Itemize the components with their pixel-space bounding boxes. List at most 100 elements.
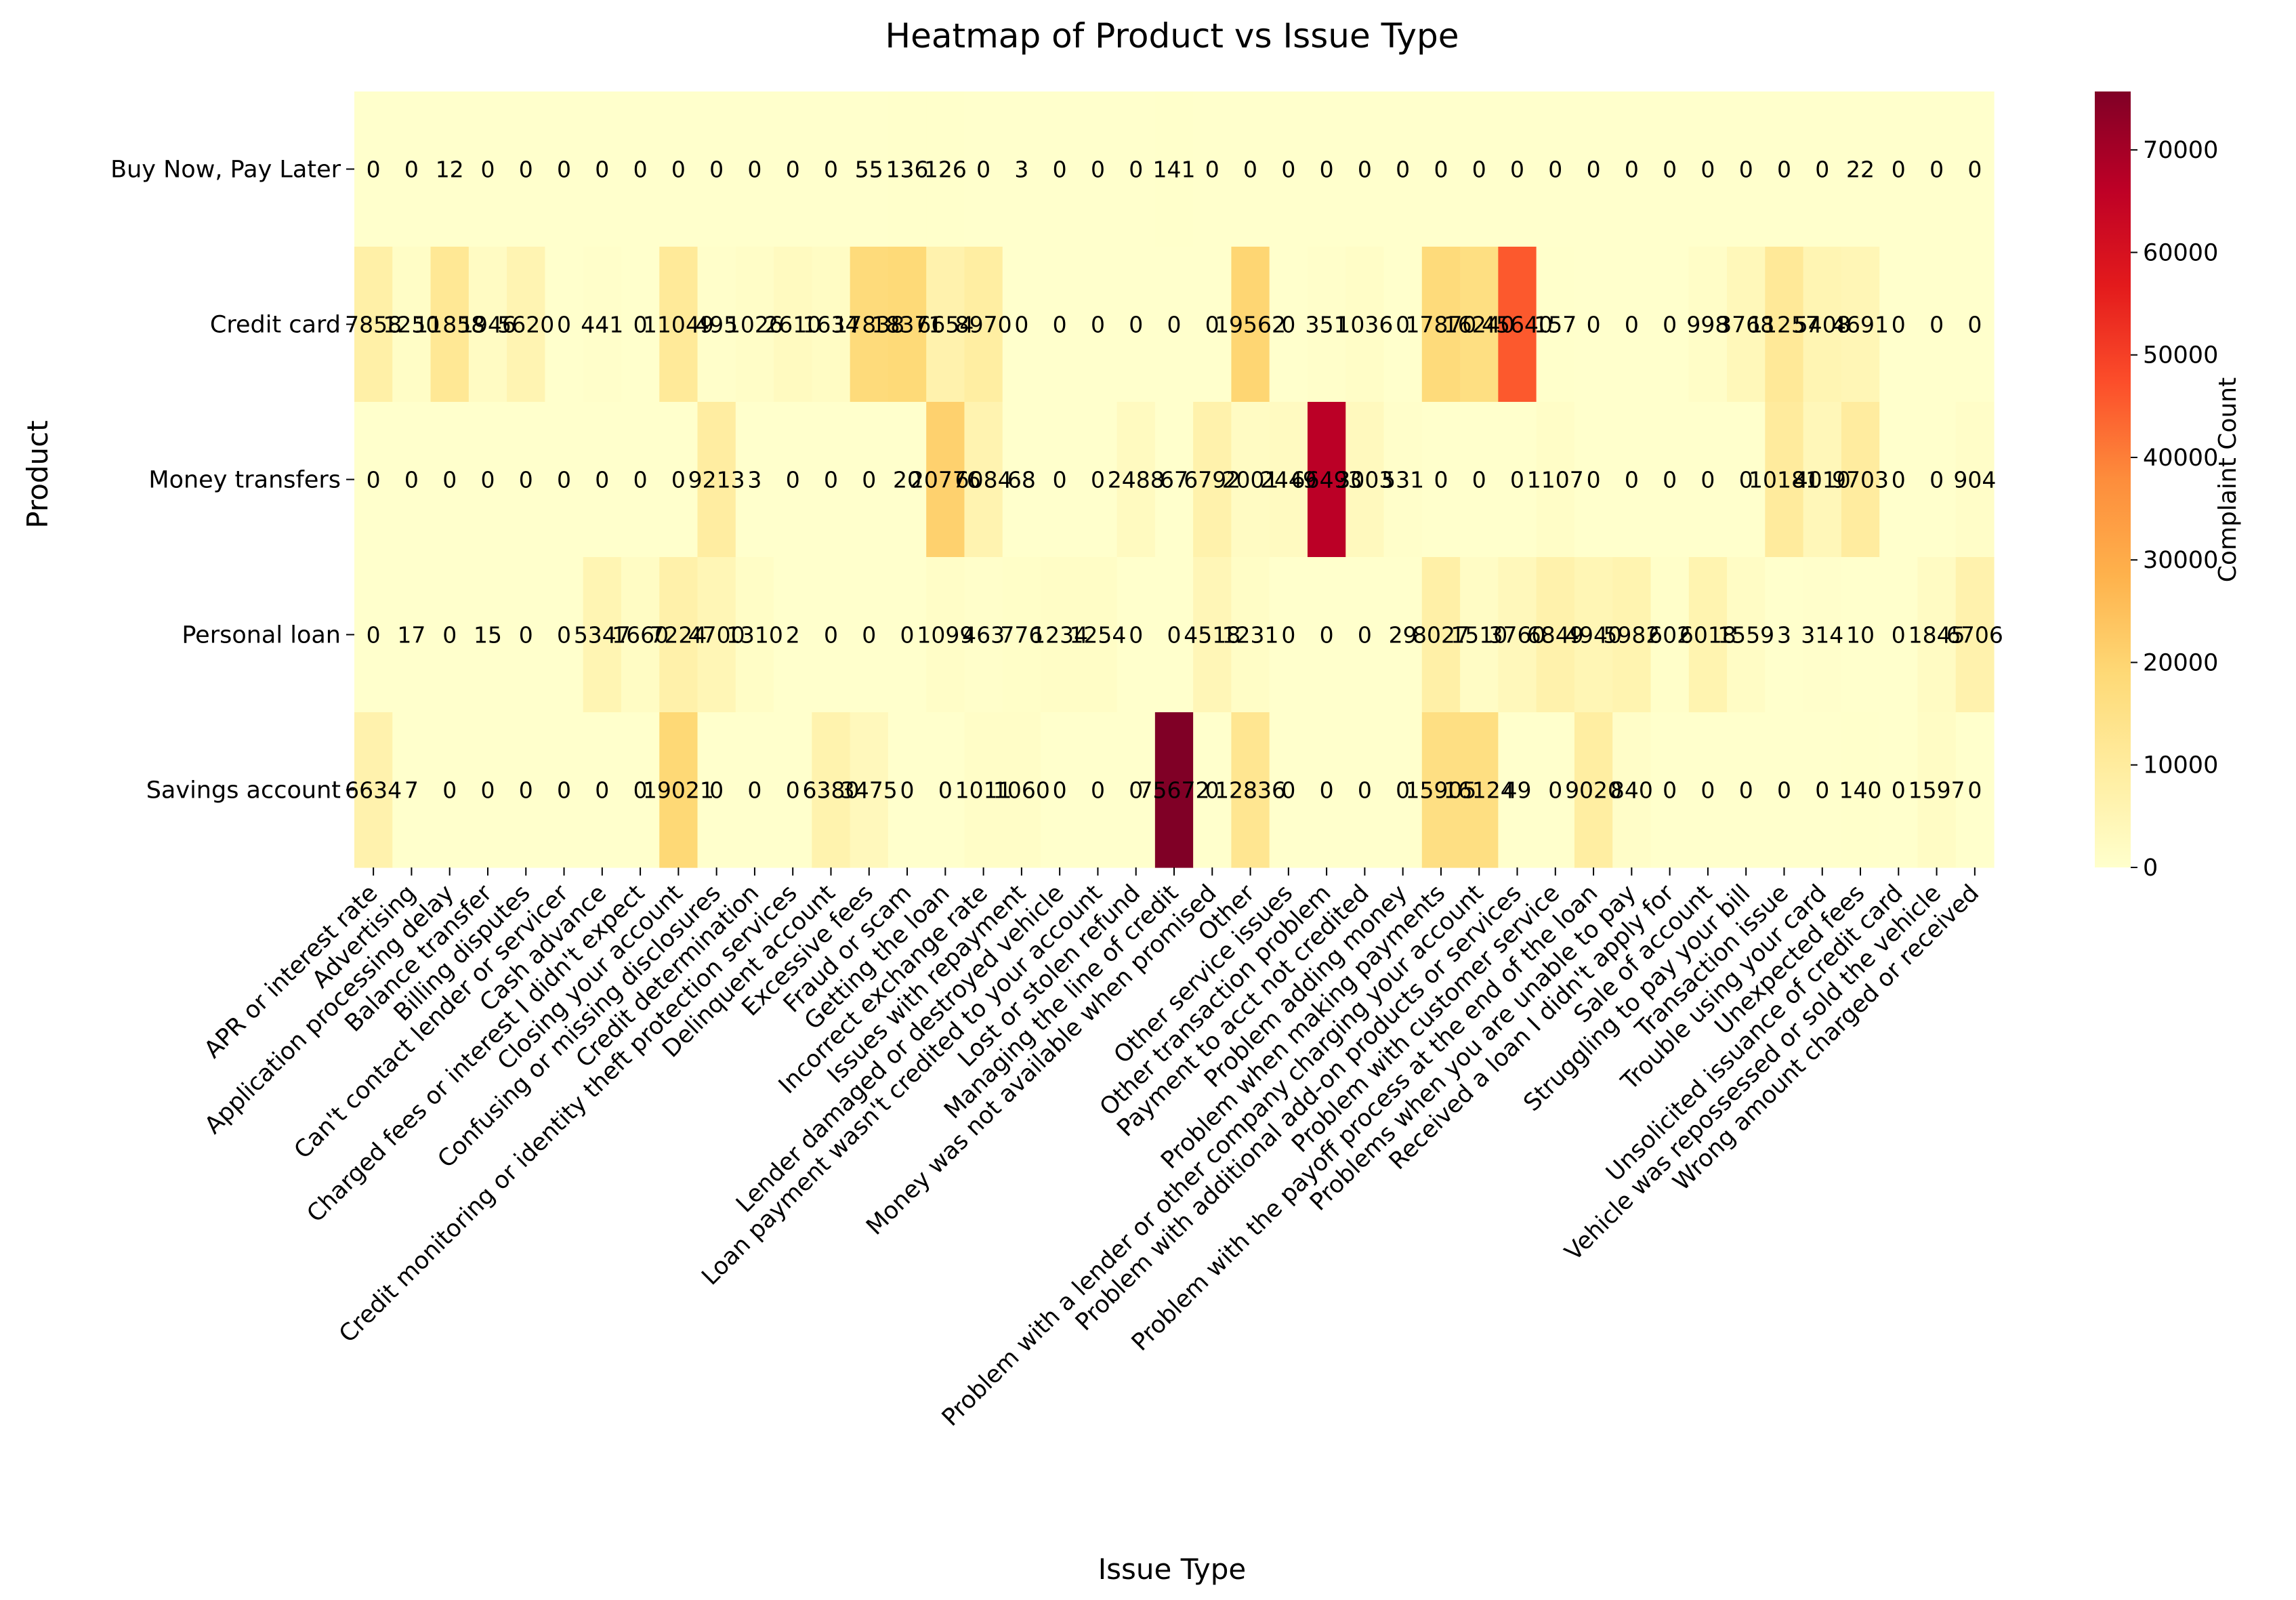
heatmap-cell	[1079, 247, 1118, 403]
cell-value-label: 0	[1091, 777, 1105, 804]
heatmap-cell	[1688, 557, 1728, 713]
heatmap-cell	[1574, 247, 1613, 403]
cell-value-label: 0	[1625, 157, 1639, 183]
heatmap-cell	[1231, 712, 1270, 868]
cell-value-label: 0	[900, 777, 915, 804]
heatmap-cell	[1345, 402, 1385, 558]
cell-value-label: 20776	[910, 467, 981, 493]
heatmap-cell	[1765, 557, 1804, 713]
heatmap-cell	[354, 247, 393, 403]
cell-value-label: 1634	[802, 312, 859, 338]
cell-value-label: 463	[962, 622, 1005, 649]
cell-value-label: 0	[1892, 467, 1906, 493]
cell-value-label: 9213	[688, 467, 745, 493]
heatmap-cell	[1612, 402, 1652, 558]
cell-value-label: 4700	[688, 622, 745, 649]
heatmap-cell	[1727, 557, 1766, 713]
cell-value-label: 3	[747, 467, 761, 493]
heatmap-cell	[430, 402, 469, 558]
heatmap-cell	[1154, 712, 1194, 868]
heatmap-cell	[926, 91, 965, 247]
cell-value-label: 0	[1129, 157, 1143, 183]
x-tick-labels: APR or interest rateAdvertisingApplicati…	[199, 867, 1984, 1432]
cell-value-label: 2610	[764, 312, 821, 338]
heatmap-cell	[1536, 557, 1575, 713]
heatmap-cell	[735, 712, 774, 868]
cell-value-label: 0	[1739, 777, 1753, 804]
colorbar-tick-label: 60000	[2143, 239, 2218, 266]
cell-value-label: 16240	[1444, 312, 1515, 338]
cell-value-label: 1597	[1908, 777, 1965, 804]
heatmap-cell	[1955, 91, 1995, 247]
heatmap-cell	[1041, 247, 1079, 403]
heatmap-cell	[1345, 712, 1385, 868]
cell-value-label: 3	[1777, 622, 1791, 649]
cell-value-label: 0	[633, 777, 648, 804]
heatmap-cell	[964, 91, 1003, 247]
heatmap-cell	[812, 712, 851, 868]
cell-value-label: 49	[1503, 777, 1532, 804]
cell-value-label: 1946	[459, 312, 516, 338]
cell-value-label: 1231	[1222, 622, 1279, 649]
cell-value-label: 0	[1587, 467, 1601, 493]
heatmap-cell	[1612, 247, 1652, 403]
cell-value-label: 0	[1396, 312, 1410, 338]
cell-value-label: 140	[1839, 777, 1882, 804]
cell-value-label: 0	[442, 777, 457, 804]
heatmap-cell	[1041, 402, 1079, 558]
heatmap-cell	[1269, 557, 1308, 713]
cell-value-label: 0	[1929, 312, 1944, 338]
heatmap-cell	[1421, 247, 1461, 403]
heatmap-cell	[583, 712, 622, 868]
heatmap-cell	[507, 712, 545, 868]
heatmap-cell	[1193, 712, 1232, 868]
cell-value-label: 0	[633, 467, 648, 493]
cell-value-label: 11049	[643, 312, 714, 338]
colorbar-tick-label: 30000	[2143, 547, 2218, 574]
colorbar-tick-label: 50000	[2143, 342, 2218, 369]
heatmap-cell	[1574, 712, 1613, 868]
heatmap-cell	[964, 247, 1003, 403]
heatmap-cell	[1231, 91, 1270, 247]
cell-value-label: 3760	[1489, 622, 1546, 649]
heatmap-cell	[1498, 247, 1537, 403]
cell-value-label: 0	[1243, 157, 1257, 183]
heatmap-cell	[583, 557, 622, 713]
heatmap-cell	[1231, 247, 1270, 403]
heatmap-cell	[964, 557, 1003, 713]
cell-value-label: 6084	[955, 467, 1012, 493]
cell-value-label: 0	[1320, 622, 1334, 649]
cell-value-label: 840	[1610, 777, 1653, 804]
cell-value-label: 2488	[1108, 467, 1165, 493]
heatmap-cell	[1421, 402, 1461, 558]
heatmap-cell	[1002, 247, 1041, 403]
cell-value-label: 495	[695, 312, 738, 338]
cell-value-label: 5408	[1794, 312, 1851, 338]
cell-value-label: 0	[709, 157, 724, 183]
cell-value-label: 0	[404, 467, 419, 493]
heatmap-cell	[1002, 557, 1041, 713]
cell-value-label: 0	[1663, 312, 1677, 338]
heatmap-cell	[1803, 402, 1842, 558]
heatmap-cell	[1460, 402, 1499, 558]
cell-value-label: 1310	[726, 622, 783, 649]
heatmap-cell	[507, 247, 545, 403]
cell-value-label: 0	[1587, 157, 1601, 183]
heatmap-cell	[850, 402, 889, 558]
heatmap-cell	[468, 247, 507, 403]
heatmap-cell	[1421, 91, 1461, 247]
heatmap-cell	[1650, 557, 1690, 713]
heatmap-cell	[545, 712, 584, 868]
heatmap-cell	[1574, 402, 1613, 558]
heatmap-cell	[1841, 247, 1880, 403]
cell-value-label: 0	[442, 467, 457, 493]
heatmap-cell	[1803, 91, 1842, 247]
heatmap-cell	[1955, 557, 1995, 713]
heatmap-cell	[1727, 712, 1766, 868]
cell-value-label: 0	[1472, 157, 1486, 183]
cell-value-label: 0	[1587, 312, 1601, 338]
cell-value-label: 18371	[872, 312, 943, 338]
cell-value-label: 75672	[1139, 777, 1210, 804]
cell-value-label: 0	[976, 157, 990, 183]
heatmap-cell	[888, 712, 927, 868]
